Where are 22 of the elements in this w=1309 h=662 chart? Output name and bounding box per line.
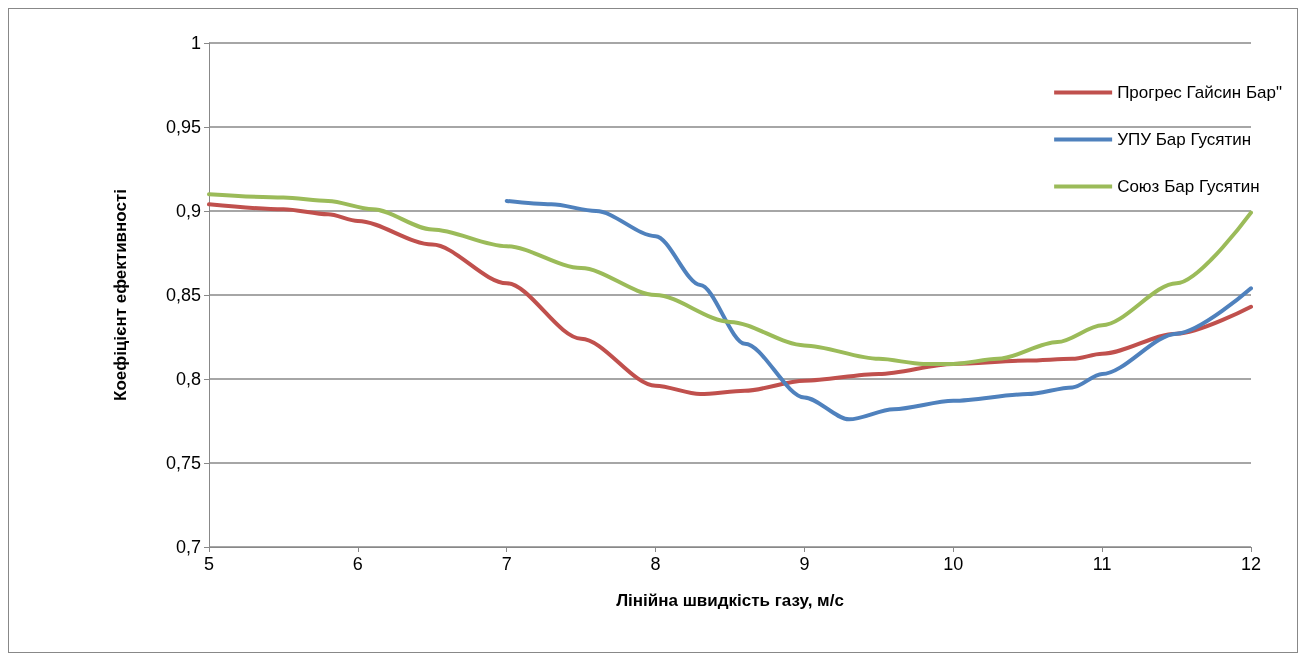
x-tick-label: 9 <box>799 554 810 574</box>
y-tick-label: 0,7 <box>175 537 201 557</box>
x-tick-label: 10 <box>943 554 964 574</box>
x-tick-label: 6 <box>352 554 363 574</box>
line-series <box>207 202 1253 397</box>
y-tick-label: 0,75 <box>165 453 201 473</box>
y-tick-label: 0,85 <box>165 285 201 305</box>
x-tick-label: 5 <box>203 554 215 574</box>
y-axis-title: Коефіцієнт ефективності <box>111 189 130 401</box>
line-series <box>504 198 1253 422</box>
x-tick-label: 12 <box>1240 554 1262 574</box>
y-tick-label: 0,95 <box>165 117 201 137</box>
legend-label: УПУ Бар Гусятин <box>1117 130 1252 149</box>
y-tick-label: 1 <box>190 33 201 53</box>
x-axis-title: Лінійна швидкість газу, м/с <box>616 591 844 610</box>
y-tick-label: 0,8 <box>175 369 201 389</box>
legend-label: Прогрес Гайсин Бар" <box>1117 83 1282 102</box>
x-tick-label: 7 <box>501 554 512 574</box>
legend-label: Союз Бар Гусятин <box>1117 177 1260 196</box>
y-tick-label: 0,9 <box>175 201 201 221</box>
x-tick-label: 11 <box>1092 554 1112 574</box>
x-tick-label: 8 <box>650 554 661 574</box>
